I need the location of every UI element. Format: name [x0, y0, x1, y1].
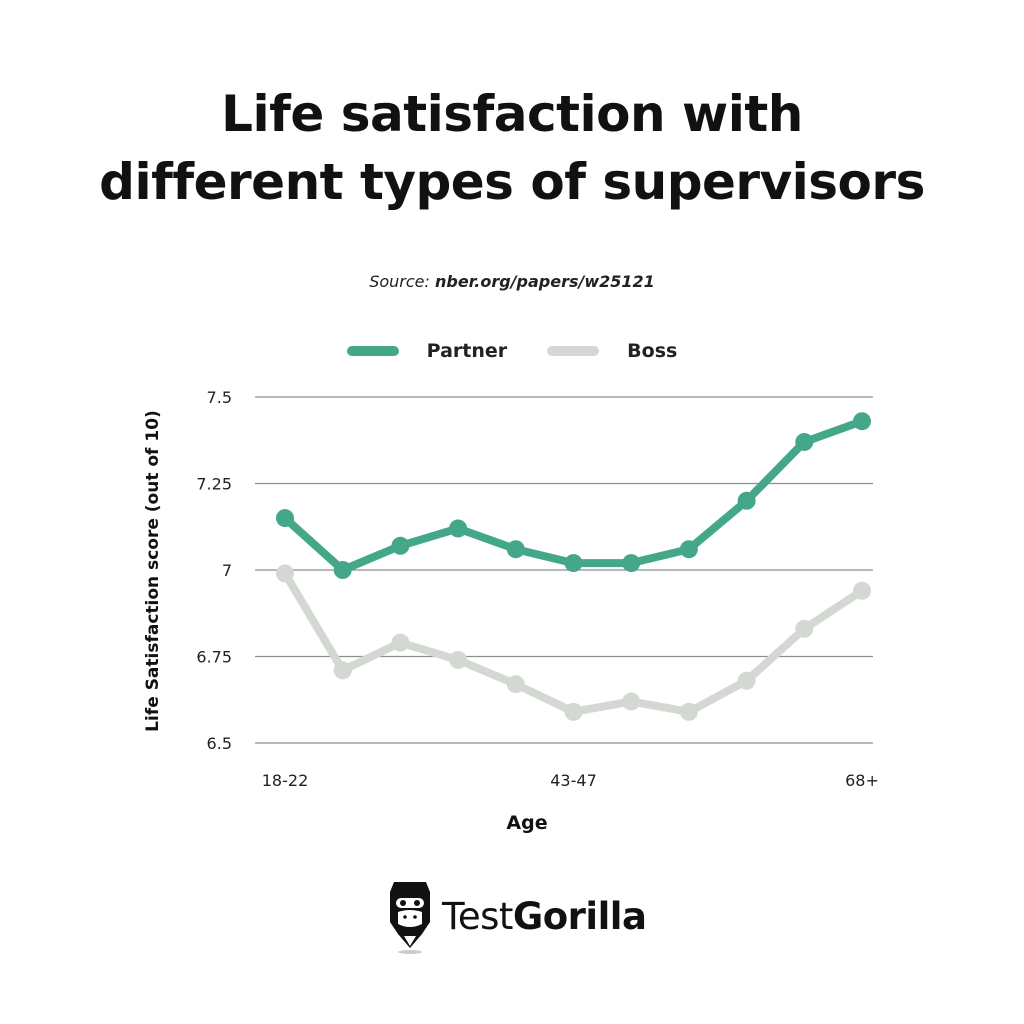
data-point-partner [622, 554, 641, 573]
data-point-boss [564, 702, 583, 721]
legend-label-partner: Partner [426, 340, 508, 362]
legend-label-boss: Boss [627, 340, 678, 362]
data-point-partner [506, 540, 525, 559]
series-line-partner [281, 417, 866, 574]
legend-swatch-boss [547, 346, 600, 356]
data-point-partner [333, 561, 352, 579]
x-tick-label: 18-22 [262, 771, 309, 790]
data-point-boss [276, 564, 294, 583]
y-tick-label: 6.5 [207, 734, 232, 753]
brand-name: TestGorilla [442, 894, 647, 938]
data-point-partner [795, 432, 814, 451]
data-point-boss [737, 671, 756, 690]
data-point-boss [853, 581, 871, 600]
data-point-boss [679, 702, 698, 721]
data-point-partner [853, 412, 871, 431]
data-point-boss [449, 650, 468, 669]
data-point-boss [506, 675, 525, 694]
data-point-partner [564, 554, 583, 573]
source-link[interactable]: nber.org/papers/w25121 [434, 272, 655, 291]
title-line-1: Life satisfaction with [221, 85, 803, 143]
x-tick-label: 68+ [845, 771, 879, 790]
data-point-partner [276, 509, 294, 528]
y-axis-label: Life Satisfaction score (out of 10) [143, 410, 163, 732]
source-prefix: Source: [369, 272, 435, 291]
data-point-boss [795, 619, 814, 638]
y-tick-label: 6.75 [196, 648, 232, 667]
x-axis-label: Age [506, 812, 548, 834]
y-tick-label: 7.5 [207, 388, 232, 407]
data-point-partner [737, 491, 756, 510]
legend-item-boss: Boss [547, 340, 677, 362]
data-point-partner [679, 540, 698, 559]
data-point-partner [391, 536, 410, 555]
legend-swatch-partner [346, 346, 399, 356]
y-tick-label: 7.25 [196, 475, 232, 494]
brand-name-part2: Gorilla [512, 894, 647, 938]
y-tick-label: 7 [222, 561, 232, 580]
series-line-boss [281, 569, 866, 716]
brand-logo: TestGorilla [388, 876, 647, 956]
data-point-boss [391, 633, 410, 652]
title-line-2: different types of supervisors [99, 153, 925, 211]
x-tick-label: 43-47 [550, 771, 597, 790]
data-point-boss [333, 661, 352, 680]
source-note: Source: nber.org/papers/w25121 [0, 272, 1024, 291]
data-point-partner [449, 519, 468, 538]
data-point-boss [622, 692, 641, 711]
legend: Partner Boss [0, 336, 1024, 366]
chart-title: Life satisfaction with different types o… [0, 80, 1024, 216]
brand-name-part1: Test [442, 894, 513, 938]
gorilla-icon [390, 882, 430, 954]
legend-item-partner: Partner [346, 340, 508, 362]
